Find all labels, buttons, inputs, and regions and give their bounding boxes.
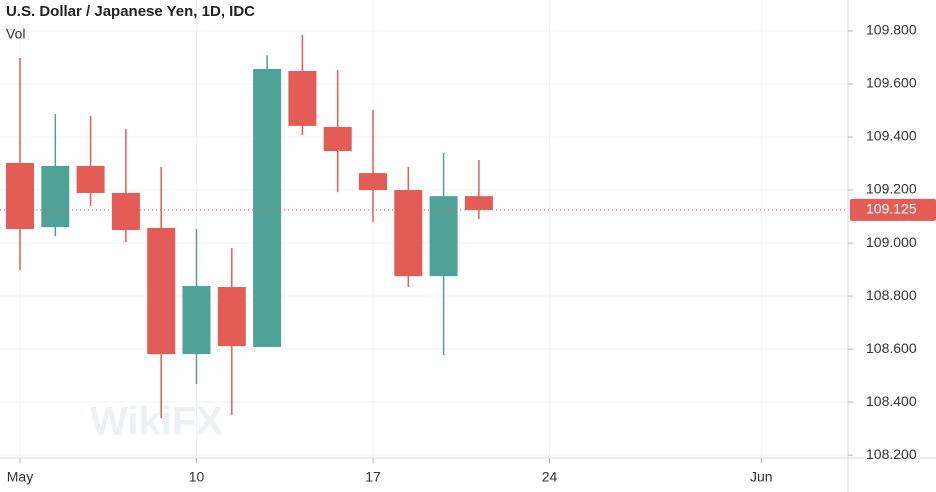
y-tick-label: 109.400 xyxy=(866,128,917,144)
y-tick-label: 109.200 xyxy=(866,181,917,197)
watermark: WikiFX xyxy=(90,400,223,444)
last-price-box xyxy=(850,198,936,221)
candle-body xyxy=(217,287,246,347)
candle-body xyxy=(359,173,387,191)
candle-body xyxy=(394,190,423,277)
y-tick-label: 109.600 xyxy=(866,75,917,91)
y-tick-label: 109.000 xyxy=(866,234,917,250)
chart-title: U.S. Dollar / Japanese Yen, 1D, IDC xyxy=(6,3,255,20)
candle-body xyxy=(464,196,493,210)
y-tick-label: 108.600 xyxy=(866,340,917,356)
candle-body xyxy=(182,285,211,355)
y-tick-label: 108.800 xyxy=(866,287,917,303)
candle-body xyxy=(147,227,176,355)
candle-body xyxy=(323,126,352,152)
candle-body xyxy=(111,192,140,231)
x-tick-label: Jun xyxy=(750,469,773,485)
candle-body xyxy=(429,196,458,277)
candle-body xyxy=(6,163,34,229)
x-tick-label: 24 xyxy=(542,469,558,485)
plot xyxy=(6,34,493,418)
y-tick-label: 108.400 xyxy=(866,393,917,409)
candle-body xyxy=(41,165,70,228)
candle-body xyxy=(288,71,317,126)
x-tick-label: 17 xyxy=(365,469,381,485)
x-tick-label: May xyxy=(7,469,33,485)
subtitle: Vol xyxy=(6,26,25,42)
y-tick-label: 109.800 xyxy=(866,22,917,38)
x-tick-label: 10 xyxy=(189,469,205,485)
candle-body xyxy=(253,68,282,347)
candle-body xyxy=(76,165,105,193)
y-tick-label: 108.200 xyxy=(866,446,917,462)
last-price-label: 109.125 xyxy=(866,201,917,217)
